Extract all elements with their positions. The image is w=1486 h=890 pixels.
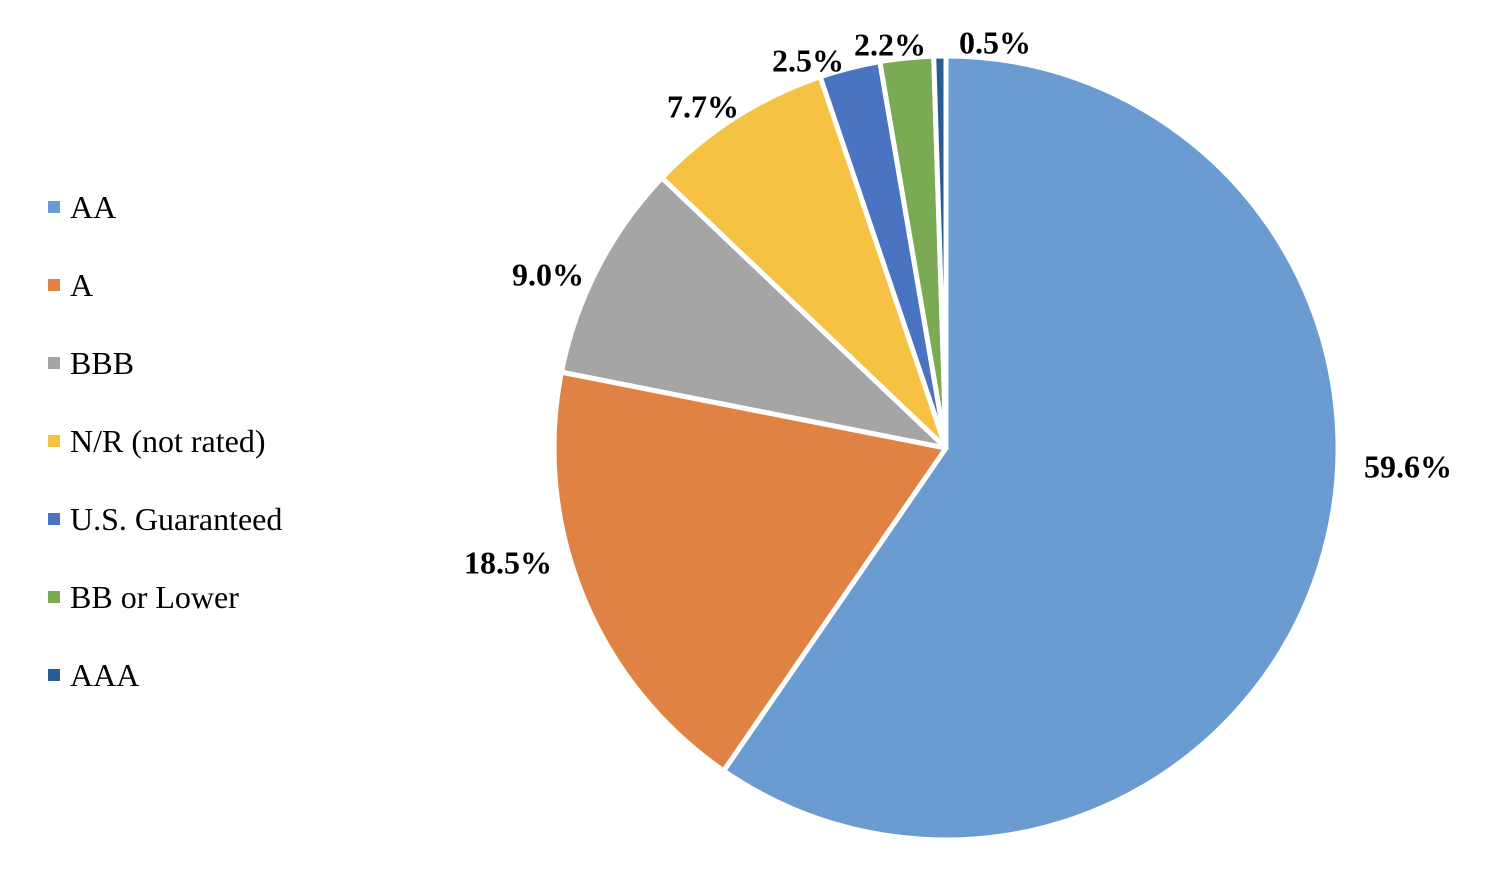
data-label: 2.2% (854, 26, 926, 62)
legend-label: AAA (70, 656, 140, 693)
pie-slice (558, 175, 949, 451)
data-label: 18.5% (464, 544, 552, 580)
data-label: 59.6% (1364, 448, 1452, 484)
legend-label: A (70, 266, 94, 303)
legend-item: BBB (48, 324, 348, 402)
legend-item: BB or Lower (48, 558, 348, 636)
legend-label: U.S. Guaranteed (70, 500, 283, 537)
legend-label: AA (70, 188, 117, 225)
legend-item: AAA (48, 636, 348, 714)
legend-item: AA (48, 168, 348, 246)
data-label: 7.7% (667, 88, 739, 124)
data-label: 0.5% (959, 24, 1031, 60)
legend-item: N/R (not rated) (48, 402, 348, 480)
legend-swatch (48, 201, 60, 213)
pie-slice (931, 53, 949, 451)
legend-label: BB or Lower (70, 578, 239, 615)
legend-swatch (48, 591, 60, 603)
legend-swatch (48, 279, 60, 291)
legend-swatch (48, 357, 60, 369)
data-label: 2.5% (772, 42, 844, 78)
legend-item: U.S. Guaranteed (48, 480, 348, 558)
pie-slice (721, 53, 1341, 843)
data-label: 9.0% (512, 256, 584, 292)
legend-item: A (48, 246, 348, 324)
legend-swatch (48, 513, 60, 525)
legend-swatch (48, 669, 60, 681)
pie-slice (551, 369, 949, 774)
pie-slice (659, 74, 949, 451)
chart-legend: AA A BBB N/R (not rated) U.S. Guaranteed BB o… (48, 168, 348, 714)
legend-swatch (48, 435, 60, 447)
legend-label: BBB (70, 344, 135, 381)
legend-label: N/R (not rated) (70, 422, 266, 459)
